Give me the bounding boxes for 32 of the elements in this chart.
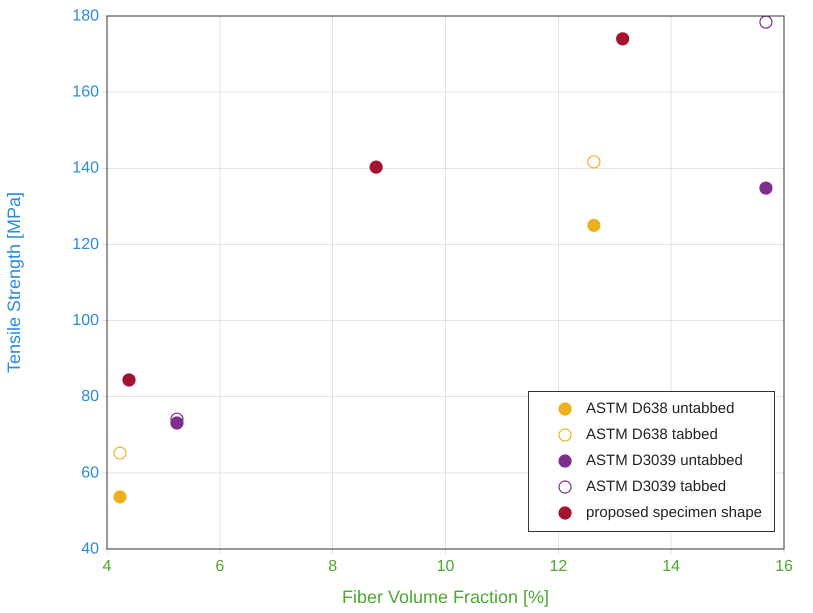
x-tick-label: 12 (549, 558, 568, 576)
point (370, 160, 383, 174)
point (616, 32, 630, 46)
y-tick-label: 160 (72, 84, 100, 101)
x-tick-label: 10 (436, 558, 454, 576)
legend-label: proposed specimen shape (586, 504, 762, 522)
y-tick-label: 60 (81, 464, 100, 482)
point (113, 490, 127, 504)
point (122, 373, 136, 387)
x-tick-label: 8 (328, 558, 338, 576)
y-axis-title: Tensile Strength [MPa] (4, 192, 24, 374)
legend-label: ASTM D638 untabbed (586, 400, 734, 418)
x-tick-label: 6 (215, 558, 224, 576)
point (759, 181, 773, 195)
legend-label: ASTM D3039 tabbed (586, 478, 726, 496)
point (113, 446, 127, 460)
y-tick-label: 80 (81, 388, 100, 406)
point (587, 218, 600, 232)
legend-label: ASTM D638 tabbed (586, 426, 718, 444)
x-axis-title: Fiber Volume Fraction [%] (342, 587, 550, 608)
y-tick-label: 100 (72, 312, 100, 329)
y-tick-label: 180 (72, 7, 100, 24)
x-tick-label: 4 (102, 558, 112, 576)
legend-label: ASTM D3039 untabbed (586, 452, 743, 470)
point (587, 155, 600, 168)
point (170, 416, 184, 430)
y-tick-label: 40 (81, 540, 100, 558)
point (759, 16, 773, 29)
x-tick-label: 14 (662, 558, 680, 576)
x-tick-label: 16 (775, 558, 793, 576)
y-tick-label: 140 (72, 160, 100, 177)
y-tick-label: 120 (72, 236, 100, 253)
